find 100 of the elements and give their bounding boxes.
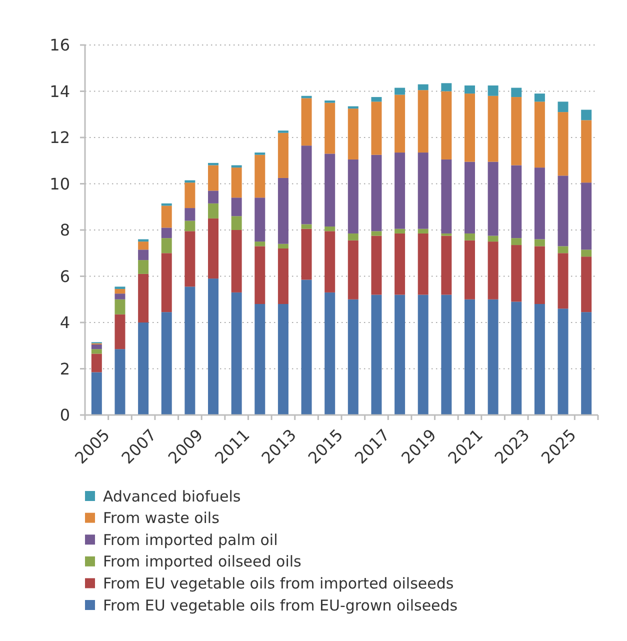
bar <box>138 260 149 274</box>
bar <box>418 84 428 90</box>
bar <box>348 240 358 300</box>
bar <box>371 236 382 295</box>
bar <box>464 233 475 240</box>
bar <box>394 88 406 95</box>
bar <box>301 280 312 415</box>
bar <box>348 108 358 160</box>
bar <box>418 90 428 153</box>
bar <box>534 168 545 240</box>
legend-label: From imported oilseed oils <box>103 552 302 571</box>
bar <box>534 304 545 415</box>
bar <box>91 354 102 372</box>
bar <box>558 176 568 246</box>
bar <box>208 162 218 166</box>
bar <box>324 292 336 415</box>
y-tick-label: 16 <box>50 36 70 55</box>
bar <box>254 154 266 198</box>
bar <box>231 168 242 198</box>
bar <box>348 159 358 234</box>
bar <box>161 238 172 254</box>
bar <box>394 233 406 295</box>
bar <box>558 308 568 415</box>
y-tick-label: 2 <box>60 359 70 378</box>
bar <box>231 216 242 230</box>
bar <box>91 372 102 415</box>
bar <box>208 278 218 415</box>
bar <box>184 220 196 232</box>
bar <box>324 154 336 227</box>
bar <box>534 246 545 304</box>
bar <box>581 182 592 250</box>
bar <box>114 288 126 294</box>
bar <box>184 208 196 221</box>
bar <box>418 228 428 234</box>
bar <box>371 231 382 236</box>
bar <box>394 294 406 415</box>
bar <box>511 165 522 238</box>
bar <box>138 322 149 415</box>
bar <box>558 253 568 309</box>
bar <box>511 88 522 98</box>
bar <box>371 102 382 155</box>
bar <box>464 162 475 234</box>
bar <box>441 91 452 160</box>
bar <box>581 120 592 183</box>
legend-label: From EU vegetable oils from imported oilseeds <box>103 574 454 592</box>
bar <box>348 299 358 415</box>
bar <box>114 349 126 415</box>
bar <box>418 233 428 295</box>
bar <box>254 198 266 242</box>
bar <box>324 226 336 232</box>
bar <box>441 159 452 234</box>
bar <box>301 146 312 224</box>
bar <box>208 165 218 191</box>
bar <box>161 228 172 238</box>
bar <box>488 96 498 162</box>
bar <box>231 230 242 292</box>
bar <box>511 302 522 415</box>
bar <box>441 236 452 295</box>
bar <box>114 294 126 300</box>
bar <box>301 98 312 146</box>
bar <box>394 152 406 229</box>
bar <box>581 250 592 257</box>
bar <box>138 274 149 322</box>
bar <box>441 83 452 92</box>
bar <box>254 242 266 246</box>
bar <box>301 228 312 280</box>
bar <box>208 218 218 279</box>
bar <box>394 94 406 153</box>
bar <box>371 154 382 232</box>
bar <box>278 178 288 244</box>
y-tick-label: 10 <box>50 174 70 194</box>
y-tick-label: 0 <box>60 406 70 425</box>
bar <box>114 299 126 314</box>
bar <box>91 349 102 354</box>
bar <box>464 85 475 94</box>
bar <box>138 242 149 250</box>
bar <box>161 206 172 228</box>
legend-label: Advanced biofuels <box>103 487 241 506</box>
bar <box>488 236 498 242</box>
bar <box>581 110 592 120</box>
bar <box>254 246 266 304</box>
bar <box>534 94 545 102</box>
bar <box>184 231 196 287</box>
bar <box>348 233 358 240</box>
bar <box>464 299 475 415</box>
bar <box>208 203 218 218</box>
bar <box>511 238 522 246</box>
bar <box>441 233 452 236</box>
bar <box>558 246 568 254</box>
bar <box>371 97 382 102</box>
bar <box>138 250 149 260</box>
bar <box>114 314 126 350</box>
bar <box>581 256 592 312</box>
bar <box>278 248 288 304</box>
bar <box>581 312 592 415</box>
y-tick-label: 4 <box>60 313 70 332</box>
bar <box>511 97 522 166</box>
bar <box>558 102 568 112</box>
legend-label: From imported palm oil <box>103 530 278 549</box>
bar <box>558 112 568 176</box>
